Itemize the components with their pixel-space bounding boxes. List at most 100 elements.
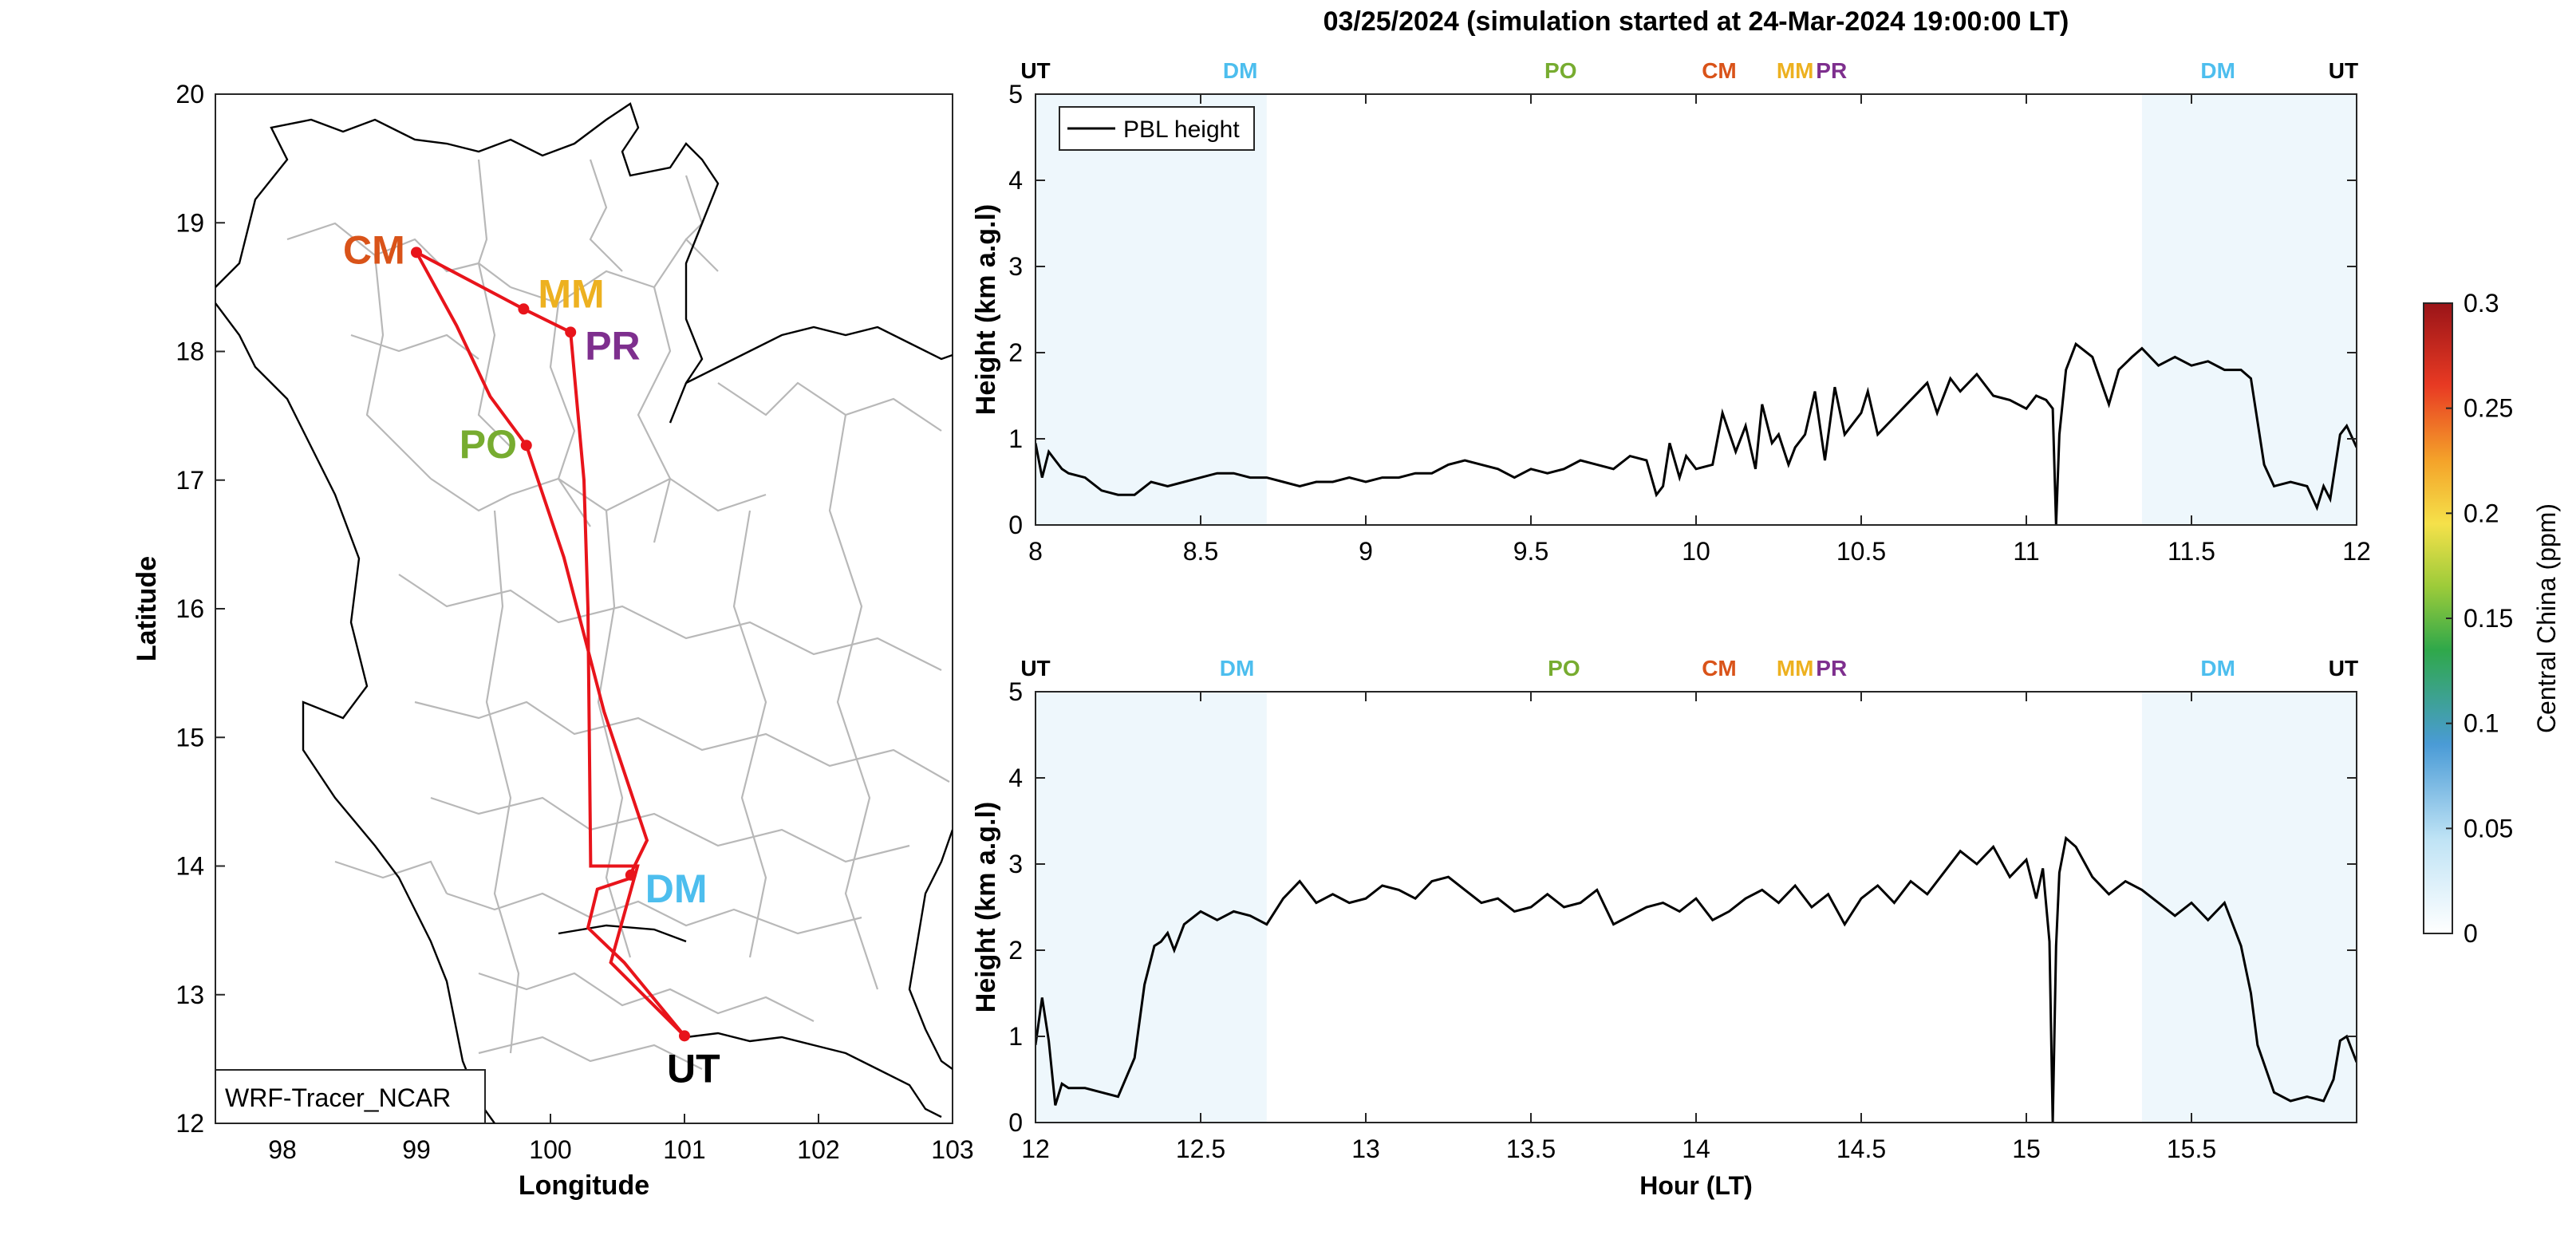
x-tick-label: 14.5 [1836,1135,1886,1163]
map-y-tick-label: 17 [176,466,204,495]
y-tick-label: 2 [1008,338,1023,367]
y-tick-label: 5 [1008,677,1023,706]
station-tick-label-dm: DM [2200,656,2235,681]
map-y-tick-label: 18 [176,337,204,366]
station-label-mm: MM [538,271,604,316]
x-tick-label: 12.5 [1176,1135,1225,1163]
station-label-ut: UT [667,1046,720,1091]
station-tick-label-mm: MM [1777,656,1814,681]
y-tick-label: 4 [1008,764,1023,792]
map-route-layer [412,248,686,1037]
y-tick-label: 2 [1008,936,1023,965]
x-tick-label: 15 [2012,1135,2041,1163]
x-tick-label: 14 [1682,1135,1710,1163]
y-tick-label: 0 [1008,1108,1023,1137]
concentration-shade-band [1036,692,1267,1123]
panel-top-legend: PBL height [1059,106,1255,151]
x-tick-label: 12 [1021,1135,1050,1163]
colorbar-tick-label: 0 [2464,919,2478,948]
station-marker-ut [679,1030,690,1042]
map-y-tick-label: 13 [176,981,204,1009]
panel-top-concentration-shading [1036,94,2357,525]
panel-bottom-station-labels: UT DM PO CM MM PR DM UT [1020,656,2358,681]
station-marker-cm [411,247,422,258]
map-y-tick-label: 20 [176,80,204,109]
panel-bottom-concentration-shading [1036,692,2357,1123]
station-tick-label-ut: UT [1020,656,1050,681]
station-label-pr: PR [585,323,640,368]
map-y-tick-label: 12 [176,1109,204,1138]
station-tick-label-dm: DM [1223,58,1258,83]
x-tick-label: 9 [1359,537,1373,566]
route-path [412,248,686,1037]
station-marker-pr [565,326,577,338]
map-x-tick-label: 100 [529,1135,571,1164]
map-x-tick-label: 101 [663,1135,705,1164]
station-tick-label-cm: CM [1702,58,1737,83]
map-y-axis-label: Latitude [132,556,162,661]
panel-bottom-line-layer [1036,835,2357,1123]
station-tick-label-mm: MM [1777,58,1814,83]
concentration-shade-band [2141,94,2357,525]
station-tick-label-pr: PR [1816,656,1847,681]
x-tick-label: 10 [1682,537,1710,566]
figure-title: 03/25/2024 (simulation started at 24-Mar… [1324,6,2069,37]
panel-bottom-y-ticks: 0 1 2 3 4 5 [1008,677,2357,1137]
x-tick-label: 9.5 [1513,537,1548,566]
panel-bottom-x-ticks: 12 12.5 13 13.5 14 14.5 15 15.5 [1021,692,2216,1163]
panel-bottom-y-axis-label: Height (km a.g.l) [971,802,1001,1012]
station-tick-label-po: PO [1548,656,1580,681]
station-tick-label-ut: UT [2329,656,2358,681]
x-tick-label: 13 [1351,1135,1380,1163]
map-y-ticks: 12 13 14 15 16 17 18 19 20 [176,80,225,1138]
station-tick-label-ut: UT [2329,58,2358,83]
x-tick-label: 12 [2342,537,2371,566]
station-tick-label-ut: UT [1020,58,1050,83]
station-tick-label-dm: DM [1220,656,1255,681]
map-x-ticks: 98 99 100 101 102 103 [268,1114,974,1164]
panel-top-y-axis-label: Height (km a.g.l) [971,204,1001,415]
x-tick-label: 11 [2013,537,2039,566]
station-tick-label-pr: PR [1816,58,1847,83]
station-label-cm: CM [343,227,405,272]
colorbar-label: Central China (ppm) [2532,503,2561,733]
colorbar-tick-label: 0.05 [2464,814,2513,843]
map-x-tick-label: 98 [268,1135,297,1164]
map-legend: WRF-Tracer_NCAR [215,1069,486,1124]
panel-top-station-labels: UT DM PO CM MM PR DM UT [1020,58,2358,83]
x-tick-label: 10.5 [1836,537,1886,566]
y-tick-label: 4 [1008,166,1023,195]
station-label-po: PO [460,422,517,467]
x-tick-label: 8 [1028,537,1043,566]
map-x-tick-label: 103 [931,1135,973,1164]
map-legend-label: WRF-Tracer_NCAR [225,1083,451,1112]
panel-top-x-ticks: 8 8.5 9 9.5 10 10.5 11 11.5 12 [1028,94,2371,566]
colorbar-tick-label: 0.3 [2464,289,2499,318]
x-tick-label: 11.5 [2168,537,2215,566]
map-y-tick-label: 15 [176,723,204,752]
panel-top-line-layer [1036,341,2357,525]
map-panel: CM MM PR PO DM UT 98 99 100 101 102 103 12 13 14 15 16… [132,80,974,1201]
colorbar-tick-label: 0.25 [2464,394,2513,423]
y-tick-label: 3 [1008,252,1023,281]
panel-top-y-ticks: 0 1 2 3 4 5 [1008,80,2357,539]
colorbar-tick-label: 0.1 [2464,709,2499,738]
x-tick-label: 8.5 [1183,537,1218,566]
concentration-shade-band [1036,94,1267,525]
x-tick-label: 15.5 [2167,1135,2216,1163]
y-tick-label: 1 [1008,424,1023,453]
map-x-tick-label: 99 [402,1135,431,1164]
station-label-dm: DM [645,866,708,911]
y-tick-label: 5 [1008,80,1023,109]
pbl-height-line-top [1036,341,2357,525]
map-y-tick-label: 16 [176,594,204,623]
y-tick-label: 1 [1008,1022,1023,1051]
panel-bottom-x-axis-label: Hour (LT) [1639,1171,1753,1200]
colorbar-tick-label: 0.2 [2464,499,2499,527]
concentration-shade-band [2141,692,2357,1123]
station-tick-label-dm: DM [2200,58,2235,83]
colorbar-tick-label: 0.15 [2464,604,2513,633]
